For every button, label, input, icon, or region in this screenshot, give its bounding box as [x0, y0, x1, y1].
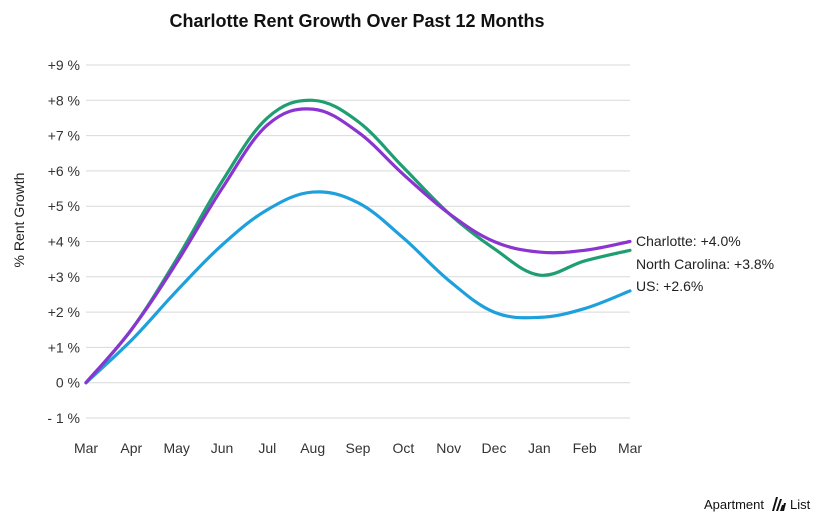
series-end-labels: Charlotte: +4.0% North Carolina: +3.8% US:…: [636, 233, 774, 294]
end-label-charlotte: Charlotte: +4.0%: [636, 233, 741, 249]
x-tick-label: May: [163, 440, 189, 456]
y-tick-label: +4 %: [48, 234, 80, 250]
y-tick-label: 0 %: [56, 375, 80, 391]
x-tick-label: Jul: [258, 440, 276, 456]
x-tick-label: Sep: [346, 440, 371, 456]
x-tick-label: Jan: [528, 440, 551, 456]
x-tick-label: Nov: [436, 440, 461, 456]
y-tick-label: - 1 %: [47, 410, 80, 426]
y-tick-label: +3 %: [48, 269, 80, 285]
series-line-charlotte: [84, 107, 632, 385]
brand-name-right: List: [790, 497, 811, 512]
x-tick-label: Mar: [74, 440, 98, 456]
y-axis-label: % Rent Growth: [11, 173, 27, 268]
y-tick-label: +2 %: [48, 304, 80, 320]
x-tick-label: Feb: [573, 440, 597, 456]
y-tick-label: +9 %: [48, 57, 80, 73]
x-tick-label: Jun: [211, 440, 234, 456]
x-tick-label: Mar: [618, 440, 642, 456]
series-lines: [84, 98, 632, 385]
y-tick-label: +6 %: [48, 163, 80, 179]
x-tick-label: Apr: [120, 440, 142, 456]
brand-name-left: Apartment: [704, 497, 764, 512]
end-label-us: US: +2.6%: [636, 278, 703, 294]
x-axis-ticks: Mar Apr May Jun Jul Aug Sep Oct Nov Dec Jan Feb Mar: [74, 440, 642, 456]
x-tick-label: Dec: [482, 440, 507, 456]
y-tick-label: +1 %: [48, 339, 80, 355]
y-axis-ticks: +9 % +8 % +7 % +6 % +5 % +4 % +3 % +2 % +1 % 0 % -…: [47, 57, 80, 426]
apartment-list-logo: Apartment List: [704, 497, 811, 512]
gridlines: [86, 64, 630, 419]
series-line-us: [84, 190, 632, 385]
y-tick-label: +8 %: [48, 92, 80, 108]
x-tick-label: Aug: [300, 440, 325, 456]
y-tick-label: +5 %: [48, 198, 80, 214]
chart-title: Charlotte Rent Growth Over Past 12 Month…: [169, 11, 544, 31]
series-line-north-carolina: [84, 98, 632, 385]
end-label-north-carolina: North Carolina: +3.8%: [636, 256, 774, 272]
x-tick-label: Oct: [392, 440, 414, 456]
y-tick-label: +7 %: [48, 128, 80, 144]
logo-mark-icon: [772, 497, 786, 511]
